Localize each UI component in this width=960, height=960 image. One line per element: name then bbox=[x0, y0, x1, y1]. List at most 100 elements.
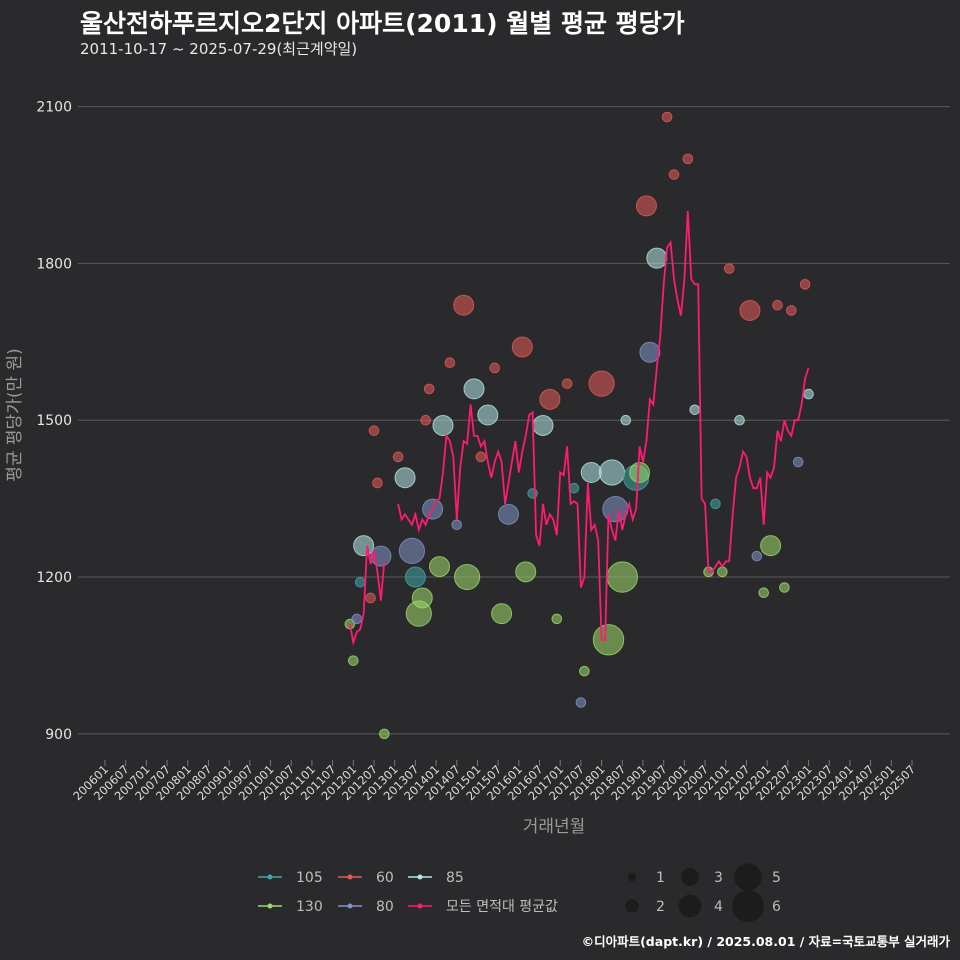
data-point bbox=[575, 697, 587, 708]
data-point bbox=[370, 545, 392, 567]
legend-marker bbox=[417, 903, 423, 909]
y-tick-label: 1200 bbox=[36, 570, 72, 586]
size-legend-label: 4 bbox=[714, 899, 723, 915]
data-point bbox=[580, 462, 602, 483]
data-point bbox=[348, 655, 359, 666]
data-point bbox=[491, 603, 513, 625]
y-tick-label: 1500 bbox=[36, 413, 72, 429]
legend-label: 105 bbox=[296, 870, 323, 886]
data-point bbox=[411, 587, 433, 609]
data-point bbox=[365, 592, 376, 604]
data-point bbox=[758, 587, 770, 599]
data-point bbox=[751, 550, 763, 562]
size-legend-marker bbox=[731, 889, 765, 923]
size-legend-label: 2 bbox=[656, 899, 665, 915]
y-tick-label: 900 bbox=[45, 727, 72, 743]
data-point bbox=[353, 535, 375, 557]
data-point bbox=[527, 488, 538, 499]
legend-marker bbox=[347, 903, 353, 909]
data-point bbox=[710, 498, 721, 510]
x-axis-title: 거래년월 bbox=[523, 817, 586, 837]
data-point bbox=[799, 279, 811, 290]
chart-title: 울산전하푸르지오2단지 아파트(2011) 월별 평균 평당가 bbox=[80, 9, 685, 38]
size-legend-label: 3 bbox=[714, 870, 723, 886]
data-point bbox=[475, 451, 487, 463]
data-point bbox=[779, 582, 790, 593]
data-point bbox=[463, 378, 485, 400]
data-point bbox=[423, 383, 435, 395]
data-point bbox=[639, 341, 661, 363]
legend-marker bbox=[267, 874, 273, 880]
data-point bbox=[394, 467, 416, 489]
data-point bbox=[429, 556, 451, 578]
legend-label: 모든 면적대 평균값 bbox=[446, 899, 558, 915]
average-line bbox=[349, 545, 386, 646]
data-point bbox=[372, 477, 383, 489]
size-legend-marker bbox=[681, 868, 699, 886]
data-point bbox=[646, 247, 668, 269]
data-point bbox=[379, 728, 390, 740]
data-point bbox=[588, 370, 615, 397]
y-tick-label: 2100 bbox=[36, 100, 72, 116]
legend-marker bbox=[347, 874, 353, 880]
average-line bbox=[397, 211, 810, 641]
data-point bbox=[444, 357, 456, 369]
legend-marker bbox=[267, 903, 273, 909]
legend-label: 60 bbox=[376, 870, 394, 886]
data-point bbox=[772, 299, 783, 311]
y-tick-label: 1800 bbox=[36, 256, 72, 272]
data-point bbox=[739, 299, 761, 321]
data-point bbox=[398, 537, 426, 565]
data-point bbox=[785, 305, 797, 316]
data-point bbox=[717, 566, 728, 578]
data-point bbox=[792, 456, 804, 468]
data-point bbox=[551, 613, 563, 625]
data-point bbox=[629, 462, 651, 483]
data-point bbox=[723, 263, 735, 274]
size-legend-marker bbox=[734, 863, 762, 891]
data-point bbox=[579, 665, 590, 677]
data-point bbox=[592, 624, 625, 656]
data-point bbox=[511, 336, 533, 358]
data-point bbox=[404, 566, 426, 588]
data-point bbox=[451, 519, 463, 531]
data-point bbox=[682, 153, 694, 165]
chart-subtitle: 2011-10-17 ~ 2025-07-29(최근계약일) bbox=[80, 40, 358, 58]
data-point bbox=[368, 425, 380, 436]
data-point bbox=[477, 404, 499, 426]
data-point bbox=[561, 378, 573, 389]
data-point bbox=[351, 613, 363, 625]
size-legend-label: 5 bbox=[772, 870, 781, 886]
data-point bbox=[668, 169, 680, 180]
data-point bbox=[454, 563, 481, 591]
data-point bbox=[498, 503, 519, 525]
y-axis-title: 평균 평당가(만 원) bbox=[5, 348, 25, 482]
data-point bbox=[606, 561, 639, 593]
data-point bbox=[515, 561, 537, 583]
data-point bbox=[689, 404, 701, 416]
size-legend-marker bbox=[678, 894, 702, 918]
size-legend-marker bbox=[625, 899, 639, 913]
source-credit: ©디아파트(dapt.kr) / 2025.08.01 / 자료=국토교통부 실… bbox=[581, 934, 950, 949]
legend-label: 80 bbox=[376, 899, 394, 915]
size-legend-marker bbox=[627, 872, 637, 882]
size-legend-label: 1 bbox=[656, 870, 665, 886]
data-point bbox=[598, 459, 626, 486]
data-point bbox=[539, 388, 561, 410]
data-point bbox=[803, 388, 814, 400]
data-point bbox=[420, 414, 432, 426]
data-point bbox=[532, 414, 554, 436]
legend-marker bbox=[417, 874, 423, 880]
legend-label: 85 bbox=[446, 870, 464, 886]
size-legend-label: 6 bbox=[772, 899, 781, 915]
data-point bbox=[489, 362, 501, 374]
data-point bbox=[453, 294, 475, 316]
legend-label: 130 bbox=[296, 899, 323, 915]
data-point bbox=[392, 451, 404, 463]
data-point bbox=[354, 576, 366, 588]
data-point bbox=[432, 414, 454, 436]
data-point bbox=[661, 111, 673, 123]
data-point bbox=[760, 535, 782, 557]
data-point bbox=[635, 195, 657, 217]
